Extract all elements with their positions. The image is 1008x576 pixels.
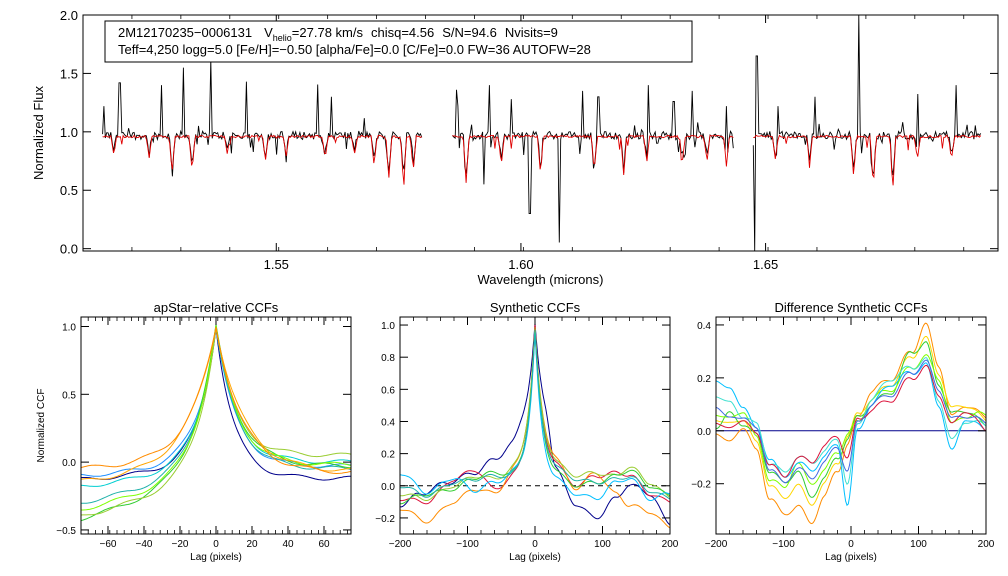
- synthetic-ccf-series-teal: [400, 330, 670, 500]
- x-tick-label: 100: [594, 539, 611, 550]
- spectrum-series-model: [452, 134, 734, 183]
- y-tick-label: 0.4: [697, 321, 711, 332]
- y-axis-label: Normalized CCF: [36, 389, 47, 463]
- difference-ccf-series-cyan: [716, 362, 986, 507]
- x-tick-label: 200: [662, 539, 679, 550]
- difference-ccf-series-red: [716, 364, 986, 478]
- x-axis-label: Wavelength (microns): [478, 272, 604, 287]
- spectrum-series-model: [753, 134, 982, 186]
- axes-frame: [82, 14, 999, 252]
- y-tick-label: −0.2: [691, 480, 711, 491]
- x-tick-label: 200: [978, 539, 995, 550]
- y-tick-label: 0.2: [697, 374, 711, 385]
- x-tick-label: −100: [456, 539, 479, 550]
- x-axis-label: Lag (pixels): [509, 552, 561, 563]
- vhelio-prefix: V: [264, 25, 273, 40]
- info-line-1: 2M12170235−0006131 Vhelio=27.78 km/s chisq…: [118, 25, 558, 43]
- panel-title: Difference Synthetic CCFs: [775, 300, 928, 315]
- difference-ccf-panel: −200 −100 0 100 200 −0.2 0.0 0.2 0.4 Lag (pixels)…: [691, 300, 995, 563]
- x-tick-label: 1.65: [753, 257, 778, 272]
- info-box: 2M12170235−0006131 Vhelio=27.78 km/s chisq…: [104, 20, 693, 63]
- x-tick-label: 100: [910, 539, 927, 550]
- difference-ccf-plot-area: [716, 322, 986, 525]
- difference-ccf-series-lightgreen: [716, 354, 986, 489]
- x-tick-label: −40: [136, 539, 153, 550]
- x-tick-label: −60: [100, 539, 117, 550]
- y-tick-label: 0.2: [381, 450, 395, 461]
- y-axis-label: Normalized Flux: [31, 86, 46, 180]
- chisq-value: chisq=4.56: [371, 25, 434, 40]
- axes-frame: [80, 316, 352, 535]
- x-tick-label: −20: [172, 539, 189, 550]
- spectrum-plot-area: [102, 15, 982, 251]
- y-tick-label: 0.5: [62, 390, 76, 401]
- axes-frame: [715, 316, 987, 535]
- params-line: Teff=4,250 logg=5.0 [Fe/H]=−0.50 [alpha/…: [118, 42, 591, 57]
- y-tick-label: 1.5: [60, 66, 78, 81]
- y-tick-label: 1.0: [62, 322, 76, 333]
- panel-title: apStar−relative CCFs: [154, 300, 279, 315]
- vhelio-subscript: helio: [273, 33, 292, 43]
- synthetic-ccf-panel: −200 −100 0 100 200 −0.2 0.0 0.2 0.4 0.6 0.8 1.0 Lag…: [375, 300, 679, 563]
- y-tick-label: 1.0: [60, 125, 78, 140]
- star-id: 2M12170235−0006131: [118, 25, 252, 40]
- x-axis-label: Lag (pixels): [825, 552, 877, 563]
- x-tick-label: −200: [705, 539, 728, 550]
- x-tick-label: 0: [532, 539, 538, 550]
- x-tick-label: 1.55: [264, 257, 289, 272]
- difference-ccf-series-lightcyan: [716, 357, 986, 486]
- panel-title: Synthetic CCFs: [490, 300, 581, 315]
- y-tick-label: 0.0: [381, 482, 395, 493]
- y-tick-label: 0.0: [62, 458, 76, 469]
- y-tick-label: 0.0: [60, 242, 78, 257]
- apstar-ccf-series-v9: [80, 326, 352, 475]
- x-tick-label: 0: [848, 539, 854, 550]
- y-tick-label: 2.0: [60, 8, 78, 23]
- apstar-ccf-panel: −60 −40 −20 0 20 40 60 −0.5 0.0 0.5 1.0 Lag (pixels…: [36, 300, 352, 563]
- apstar-plot-area: [80, 324, 352, 522]
- x-tick-label: 20: [246, 539, 258, 550]
- y-tick-label: 0.5: [60, 183, 78, 198]
- difference-ccf-series-green: [716, 341, 986, 498]
- y-tick-label: 0.4: [381, 417, 395, 428]
- y-tick-label: −0.2: [375, 514, 395, 525]
- y-tick-label: −0.5: [56, 526, 76, 537]
- axes-frame: [399, 316, 671, 535]
- y-tick-label: 0.8: [381, 353, 395, 364]
- spectrum-series-model: [102, 134, 423, 185]
- spectrum-panel: 1.55 1.60 1.65 0.0 0.5 1.0 1.5 2.0 Wavelength (m…: [31, 8, 999, 287]
- snr-value: S/N=94.6: [442, 25, 497, 40]
- y-tick-label: 1.0: [381, 321, 395, 332]
- synthetic-ccf-series-yellowgreen: [400, 328, 670, 501]
- difference-ccf-series-orange: [716, 322, 986, 525]
- y-tick-label: 0.0: [697, 427, 711, 438]
- x-tick-label: −100: [772, 539, 795, 550]
- synthetic-ccf-plot-area: [400, 323, 670, 529]
- synthetic-ccf-series-orange: [400, 326, 670, 529]
- x-tick-label: 1.60: [508, 257, 533, 272]
- x-tick-label: 0: [213, 539, 219, 550]
- vhelio-value: =27.78 km/s: [292, 25, 364, 40]
- difference-ccf-series-slate: [716, 359, 986, 484]
- info-box-frame: [104, 20, 693, 63]
- x-tick-label: 60: [318, 539, 330, 550]
- nvisits-value: Nvisits=9: [505, 25, 558, 40]
- x-axis-label: Lag (pixels): [190, 552, 242, 563]
- x-tick-label: −200: [389, 539, 412, 550]
- y-tick-label: 0.6: [381, 385, 395, 396]
- x-tick-label: 40: [282, 539, 294, 550]
- spectrum-series-observed: [752, 15, 982, 251]
